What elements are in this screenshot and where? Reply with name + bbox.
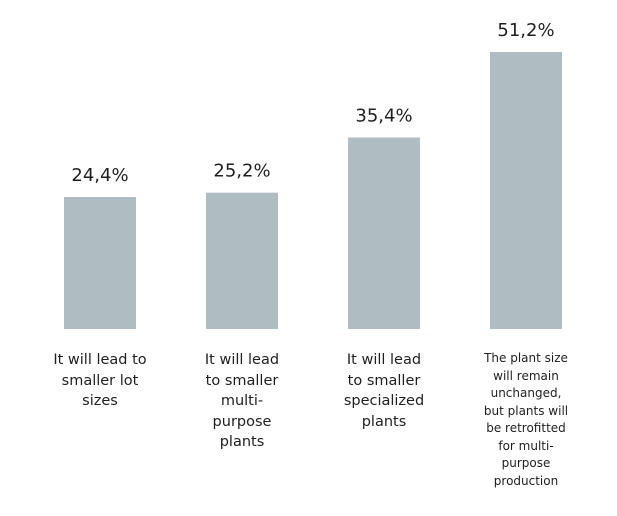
bar-4 (490, 52, 562, 329)
bar-2 (206, 192, 278, 329)
bar-3 (348, 137, 420, 329)
category-label-2: It will lead to smaller multi- purpose p… (204, 352, 280, 450)
bar-1 (64, 196, 136, 329)
value-label-1: 24,4% (71, 165, 128, 186)
category-label-4: The plant size will remain unchanged, bu… (483, 351, 569, 488)
value-label-3: 35,4% (355, 105, 412, 126)
category-label-3: It will lead to smaller specialized plan… (343, 352, 425, 430)
value-label-4: 51,2% (497, 20, 554, 41)
value-label-2: 25,2% (213, 161, 270, 182)
category-label-1: It will lead to smaller lot sizes (53, 352, 147, 409)
